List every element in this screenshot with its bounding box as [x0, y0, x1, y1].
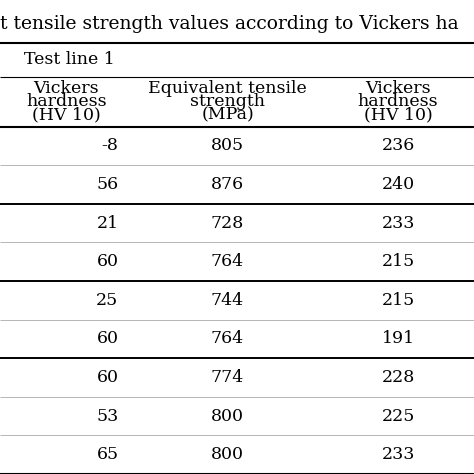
Text: 774: 774 [211, 369, 244, 386]
Text: 60: 60 [97, 369, 118, 386]
Text: -8: -8 [101, 137, 118, 155]
Text: 53: 53 [96, 408, 118, 425]
Text: Vickers: Vickers [34, 80, 99, 97]
Text: 191: 191 [382, 330, 415, 347]
Text: 744: 744 [211, 292, 244, 309]
Text: Test line 1: Test line 1 [24, 51, 114, 68]
Text: (HV 10): (HV 10) [32, 106, 101, 123]
Text: Equivalent tensile: Equivalent tensile [148, 80, 307, 97]
Text: 800: 800 [211, 408, 244, 425]
Text: 60: 60 [97, 253, 118, 270]
Text: 25: 25 [96, 292, 118, 309]
Text: 65: 65 [96, 446, 118, 463]
Text: 56: 56 [96, 176, 118, 193]
Text: 215: 215 [382, 292, 415, 309]
Text: hardness: hardness [26, 93, 107, 110]
Text: (HV 10): (HV 10) [364, 106, 433, 123]
Text: 240: 240 [382, 176, 415, 193]
Text: 236: 236 [382, 137, 415, 155]
Text: 764: 764 [211, 253, 244, 270]
Text: hardness: hardness [358, 93, 438, 110]
Text: (MPa): (MPa) [201, 106, 254, 123]
Text: 215: 215 [382, 253, 415, 270]
Text: 805: 805 [211, 137, 244, 155]
Text: 728: 728 [211, 215, 244, 232]
Text: 21: 21 [96, 215, 118, 232]
Text: 233: 233 [382, 446, 415, 463]
Text: t tensile strength values according to Vickers ha: t tensile strength values according to V… [0, 15, 459, 33]
Text: Vickers: Vickers [365, 80, 431, 97]
Text: 228: 228 [382, 369, 415, 386]
Text: 876: 876 [211, 176, 244, 193]
Text: 233: 233 [382, 215, 415, 232]
Text: 225: 225 [382, 408, 415, 425]
Text: strength: strength [190, 93, 265, 110]
Text: 60: 60 [97, 330, 118, 347]
Text: 800: 800 [211, 446, 244, 463]
Text: 764: 764 [211, 330, 244, 347]
